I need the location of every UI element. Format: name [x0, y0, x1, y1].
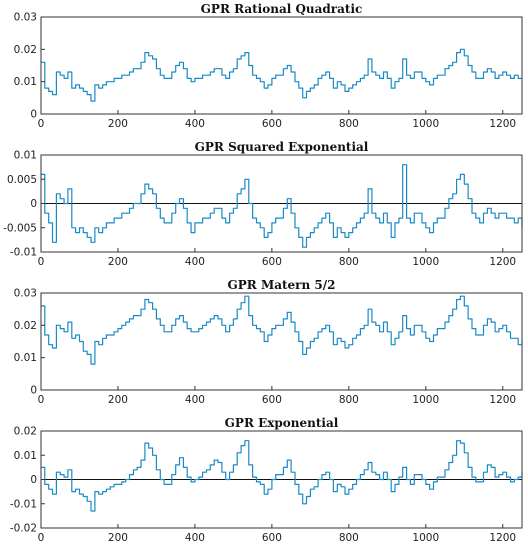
series-line [41, 295, 523, 365]
y-tick-label: 0.01 [14, 352, 37, 364]
x-tick-label: 200 [108, 394, 128, 406]
x-tick-label: 1000 [412, 394, 439, 406]
series-line [41, 164, 523, 248]
x-tick-label: 1000 [412, 256, 439, 268]
y-tick-label: 0.01 [14, 76, 37, 88]
series-line [41, 440, 523, 512]
y-tick-label: 0.005 [7, 174, 37, 186]
series-line [41, 48, 522, 102]
y-tick-label: -0.01 [10, 498, 37, 510]
x-tick-label: 200 [108, 118, 128, 130]
y-tick-label: 0.02 [14, 426, 37, 438]
y-tick-label: 0.01 [14, 150, 37, 162]
x-tick-label: 0 [38, 394, 45, 406]
y-tick-label: 0.03 [14, 288, 37, 300]
x-tick-label: 800 [339, 394, 359, 406]
chart-title: GPR Matern 5/2 [228, 278, 336, 292]
axes-frame [40, 292, 523, 391]
x-tick-label: 800 [339, 256, 359, 268]
y-tick-label: -0.005 [3, 222, 37, 234]
x-tick-label: 0 [38, 256, 45, 268]
y-tick-label: 0.03 [14, 12, 37, 24]
chart-title: GPR Rational Quadratic [201, 2, 363, 16]
x-tick-label: 1200 [489, 394, 516, 406]
x-tick-label: 1000 [412, 118, 439, 130]
x-tick-label: 800 [339, 118, 359, 130]
chart-panel-4: GPR Exponential 0 200 400 600 800 1000 1200 -0.0… [10, 416, 523, 544]
y-tick-label: 0.02 [14, 44, 37, 56]
x-tick-label: 1200 [489, 256, 516, 268]
x-tick-label: 800 [339, 532, 359, 544]
chart-panel-2: GPR Squared Exponential 0 200 400 600 800 1000… [3, 140, 523, 268]
chart-panel-3: GPR Matern 5/2 0 200 400 600 800 1000 1200 0 0.01… [14, 278, 523, 406]
chart-panel-1: GPR Rational Quadratic 0 200 400 600 800 1000 1… [14, 2, 523, 130]
x-tick-label: 200 [108, 532, 128, 544]
x-tick-label: 400 [185, 256, 205, 268]
x-tick-label: 600 [262, 256, 282, 268]
y-tick-label: 0.02 [14, 320, 37, 332]
x-tick-label: 600 [262, 532, 282, 544]
y-tick-label: 0 [30, 385, 37, 397]
chart-title: GPR Squared Exponential [195, 140, 369, 154]
axes-frame [40, 16, 523, 115]
x-tick-label: 400 [185, 394, 205, 406]
x-tick-label: 1200 [489, 532, 516, 544]
x-tick-label: 0 [38, 532, 45, 544]
y-tick-label: 0 [30, 198, 37, 210]
x-tick-label: 400 [185, 118, 205, 130]
x-tick-label: 600 [262, 118, 282, 130]
y-tick-label: -0.02 [10, 523, 37, 535]
x-tick-label: 400 [185, 532, 205, 544]
y-tick-label: 0 [30, 109, 37, 121]
x-tick-label: 0 [38, 118, 45, 130]
y-tick-label: -0.01 [10, 247, 37, 259]
x-tick-label: 1000 [412, 532, 439, 544]
chart-title: GPR Exponential [225, 416, 339, 430]
y-tick-label: 0.01 [14, 450, 37, 462]
y-tick-label: 0 [30, 474, 37, 486]
x-tick-label: 1200 [489, 118, 516, 130]
x-tick-label: 200 [108, 256, 128, 268]
x-tick-label: 600 [262, 394, 282, 406]
